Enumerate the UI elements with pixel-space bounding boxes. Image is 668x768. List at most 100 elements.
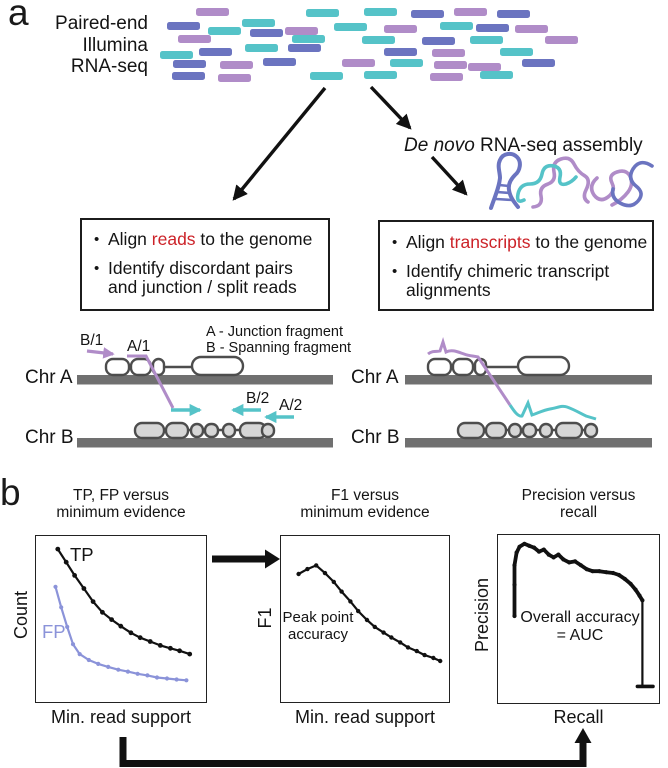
transcript-squiggle-2-icon [589,160,654,208]
data-point [72,573,77,578]
data-point [517,544,522,549]
read-bar [430,73,463,81]
read-bar [263,58,296,66]
data-point [137,635,143,641]
read-bar [173,60,206,68]
read-bar [432,49,465,57]
read-bar [334,23,367,31]
chr-b-bar-right [405,438,652,448]
data-point [116,667,121,672]
fragment-label-a1: A/1 [127,338,151,355]
bullet-icon: • [392,234,398,251]
data-point [70,642,76,647]
data-point [348,599,353,604]
data-point [106,664,111,669]
read-bar [218,74,251,82]
data-point [86,657,91,663]
bullet-text: to the genome [195,229,313,249]
plot1-title: TP, FP versus minimum evidence [56,487,186,521]
arrow-assembly-to-box-icon [430,155,468,196]
data-point [174,677,179,682]
data-point [135,671,140,676]
fragment-label-a2: A/2 [279,397,303,414]
tp-fp-chart [53,546,193,683]
read-bar [545,36,578,44]
read-bar [242,19,275,27]
read-bar [384,48,417,56]
gene-model-chr-b-right [456,421,599,440]
data-point [616,572,622,578]
data-point [604,570,609,575]
chr-a-bar-left [77,375,333,385]
data-point [77,652,82,657]
gene-model-chr-a-right [426,355,571,377]
legend-junction-fragment: A - Junction fragment [206,324,344,340]
data-point [628,581,633,586]
data-point [561,557,566,562]
bullet-icon: • [94,231,100,248]
read-bar [440,22,473,30]
data-point [514,550,519,555]
read-bar [292,35,325,43]
read-bar [364,8,397,16]
data-point [567,560,572,565]
transcript-hairpin-icon [489,151,522,210]
read-alignment-method-box: • Align reads to the genome • Identify d… [80,218,330,311]
data-point [541,547,546,552]
data-point [590,569,595,574]
data-point [305,566,310,572]
read-bar [199,48,232,56]
denovo-rest-text: RNA-seq assembly [474,135,643,156]
data-point [322,570,328,576]
data-point [551,555,556,560]
data-point [81,586,87,591]
data-point [512,613,517,619]
chr-b-bar-left [77,438,333,448]
read-bar [285,27,318,35]
plot2-y-axis-label: F1 [255,607,275,629]
plot2-title: F1 versus minimum evidence [300,487,430,521]
data-point [422,652,427,658]
data-point [296,571,301,577]
highlighted-word: transcripts [449,232,531,252]
data-point [414,648,419,654]
read-bar [362,36,395,44]
plot1-x-axis-label: Min. read support [50,707,192,727]
data-point [584,567,589,572]
data-point [364,617,370,623]
data-point [597,569,602,574]
data-point [154,675,160,680]
read-bar [384,25,417,33]
data-point [622,576,627,582]
data-point [633,587,638,592]
data-point [96,661,101,666]
read-bar [160,51,193,59]
plot3-y-axis-label: Precision [472,577,492,653]
data-point [177,648,183,654]
chr-b-label-left: Chr B [25,427,74,448]
data-point [532,545,537,550]
chimeric-transcript-purple-segment [427,337,512,406]
bullet-align-reads: • Align reads to the genome [94,229,324,250]
read-bar [522,59,555,67]
series-line-fp [54,585,188,682]
data-point [438,658,443,664]
data-point [90,599,96,604]
plot1-frame-tp-fp [35,535,207,703]
denovo-italic-text: De novo [404,135,475,156]
data-point [578,563,583,568]
bullet-text: to the genome [530,232,648,252]
data-point [372,624,377,630]
chr-a-label-left: Chr A [25,367,73,388]
read-bar [390,59,423,67]
paired-end-reads-label: Paired-end Illumina RNA-seq [55,13,148,77]
bullet-text: Identify chimeric transcript alignments [406,260,610,300]
data-point [65,624,70,629]
plot1-y-axis-label: Count [11,590,31,640]
transcript-alignment-method-box: • Align transcripts to the genome • Iden… [378,220,654,311]
read-bar [515,25,548,33]
data-point [637,593,642,598]
data-point [147,639,153,644]
read-bar [220,61,253,69]
